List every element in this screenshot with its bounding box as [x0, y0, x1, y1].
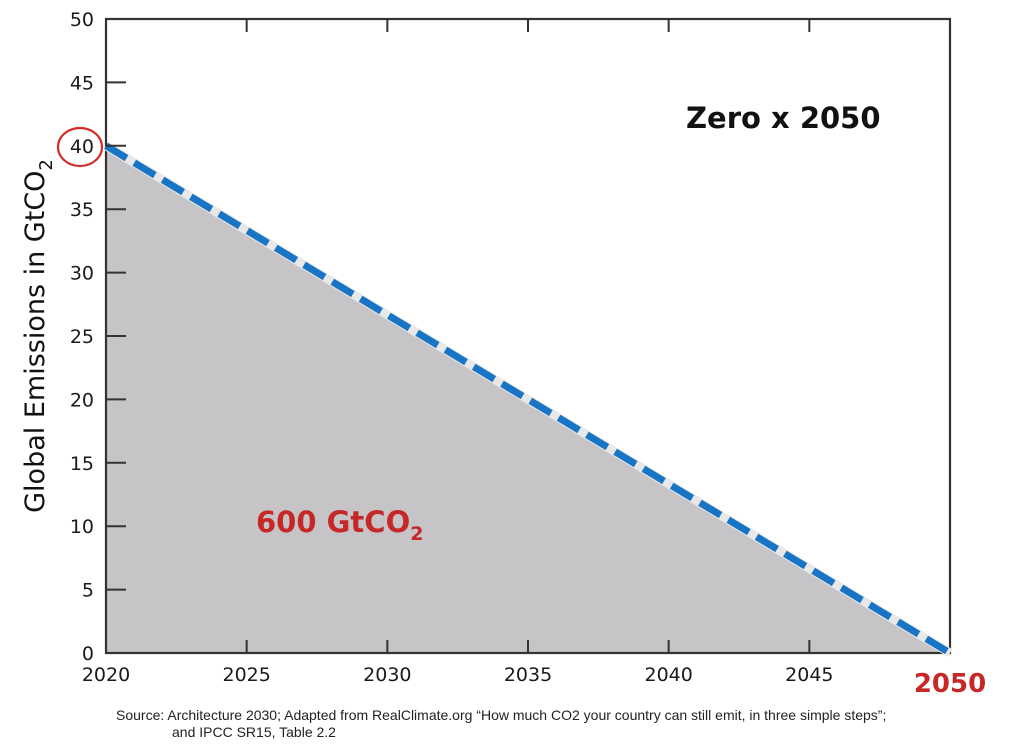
y-tick-label: 15 — [70, 453, 94, 475]
y-tick-label: 10 — [70, 516, 94, 538]
x-tick-label: 2035 — [504, 664, 552, 686]
x-end-year-label: 2050 — [914, 669, 986, 699]
x-tick-label: 2020 — [82, 664, 130, 686]
x-tick-label: 2025 — [222, 664, 270, 686]
x-tick-label: 2030 — [363, 664, 411, 686]
y-tick-label: 5 — [82, 580, 94, 602]
line-halo — [103, 141, 953, 657]
y-tick-label: 50 — [70, 9, 94, 31]
area-total-label: 600 GtCO2 — [256, 505, 423, 545]
y-tick-label: 35 — [70, 199, 94, 221]
y-axis-label: Global Emissions in GtCO2 — [20, 159, 57, 513]
source-line-1: Source: Architecture 2030; Adapted from … — [116, 707, 887, 723]
scenario-label: Zero x 2050 — [686, 101, 881, 135]
y-tick-label: 0 — [82, 643, 94, 665]
y-tick-label: 25 — [70, 326, 94, 348]
source-line-2: and IPCC SR15, Table 2.2 — [172, 724, 336, 740]
y-tick-label: 30 — [70, 263, 94, 285]
x-tick-label: 2040 — [644, 664, 692, 686]
y-tick-label: 40 — [70, 136, 94, 158]
y-tick-label: 45 — [70, 72, 94, 94]
highlight-circle-40 — [56, 126, 104, 168]
source-note: Source: Architecture 2030; Adapted from … — [116, 707, 886, 741]
y-tick-label: 20 — [70, 389, 94, 411]
x-tick-label: 2045 — [785, 664, 833, 686]
